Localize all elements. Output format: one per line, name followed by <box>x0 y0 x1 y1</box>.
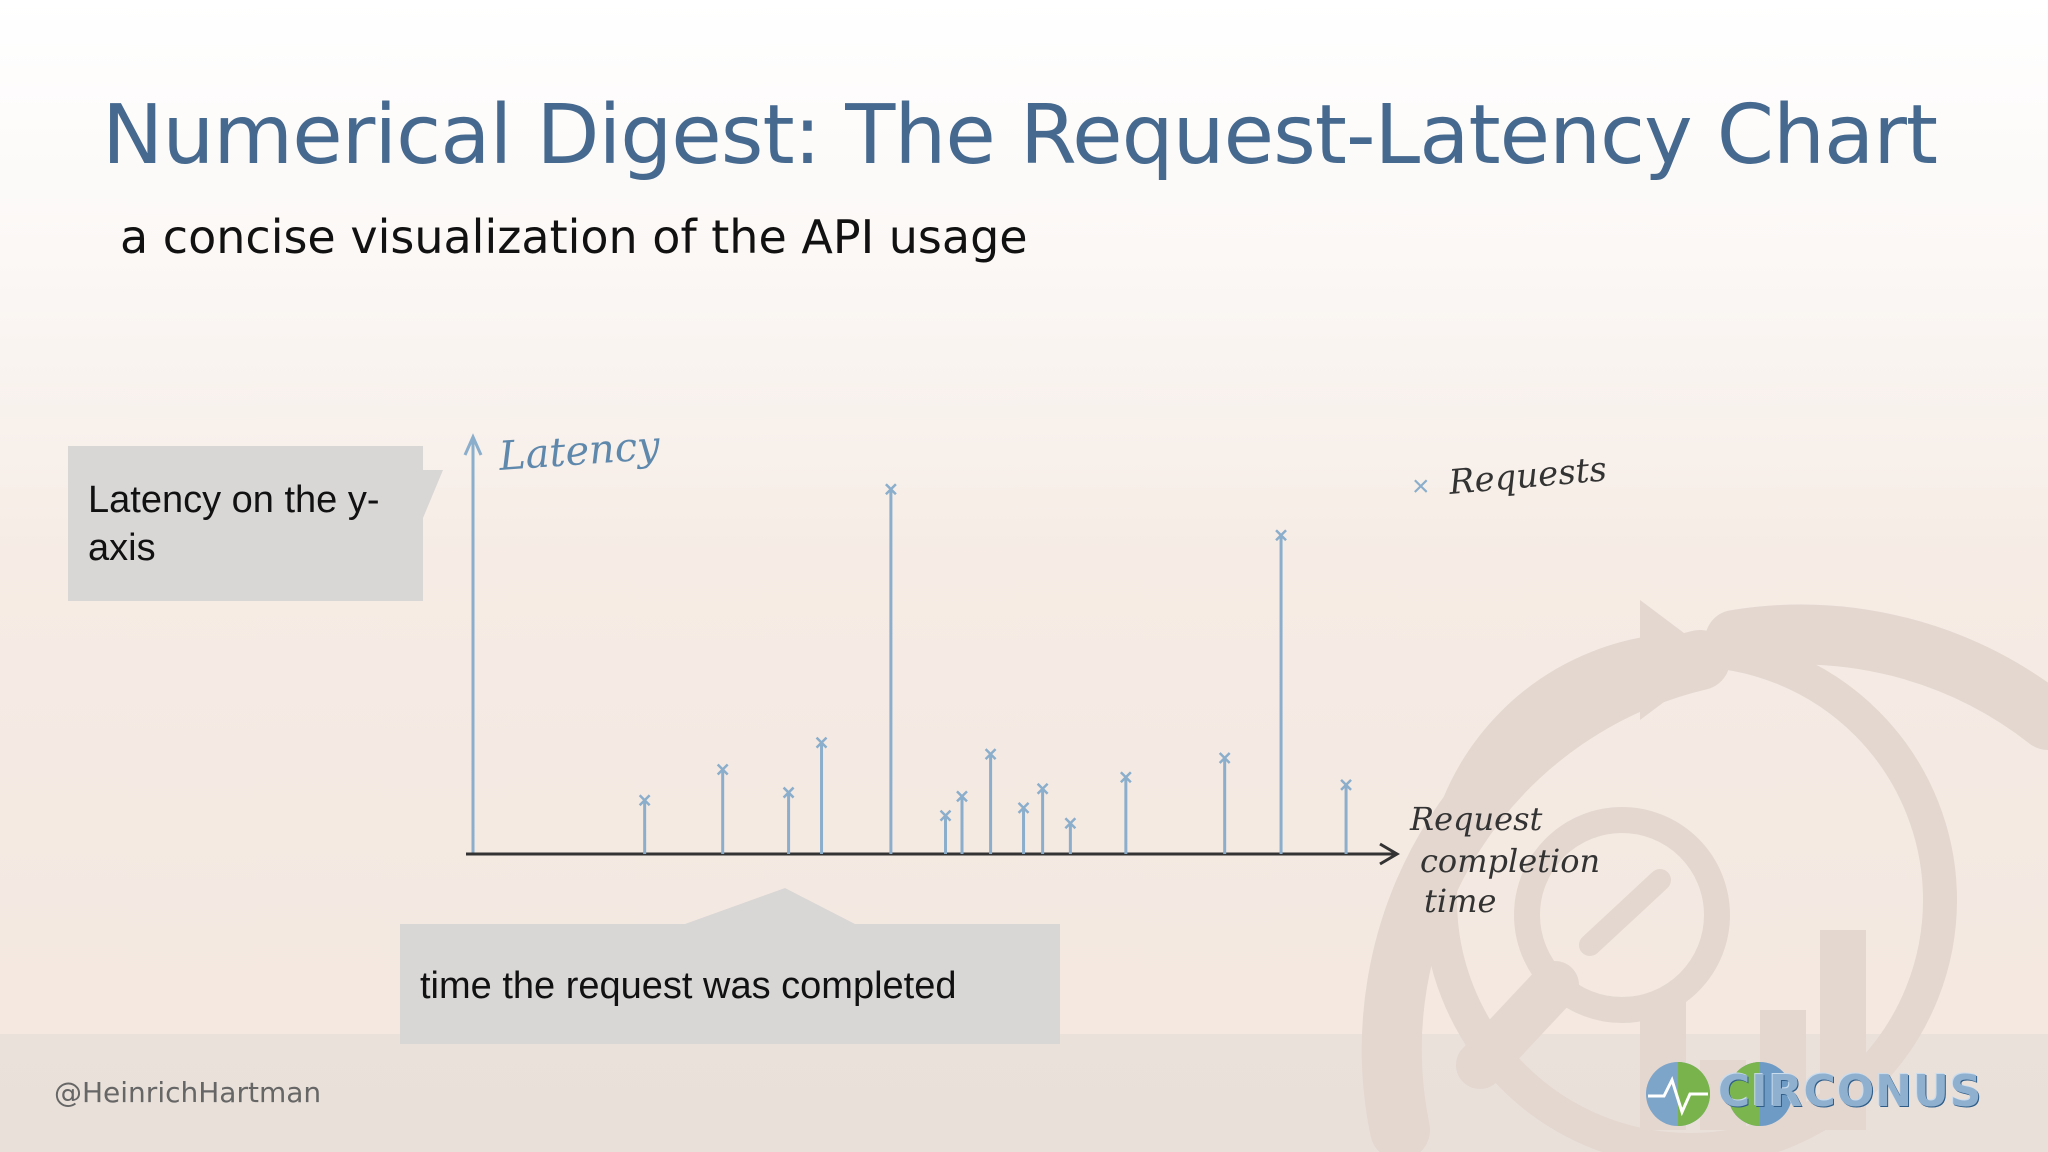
legend-marker-x: × <box>1412 470 1430 503</box>
request-point-10 <box>1036 782 1049 795</box>
request-point-4 <box>815 736 828 749</box>
request-point-9 <box>1017 802 1030 814</box>
y-axis-arrow <box>463 433 483 456</box>
slide-subtitle: a concise visualization of the API usage <box>120 210 1028 264</box>
request-point-13 <box>1218 752 1231 764</box>
request-point-1 <box>638 794 651 807</box>
y-axis-label: Latency <box>496 423 662 480</box>
x-axis-arrow <box>1379 842 1400 866</box>
x-axis-label: Request completion time <box>1409 800 1610 920</box>
request-point-12 <box>1119 771 1132 784</box>
request-point-7 <box>956 790 968 803</box>
callout-latency-y-axis: Latency on the y-axis <box>68 446 443 601</box>
request-point-5 <box>885 483 897 496</box>
request-point-2 <box>716 763 729 776</box>
request-point-15 <box>1340 778 1352 791</box>
callout-completion-time: time the request was completed <box>400 924 1060 1044</box>
request-point-8 <box>984 748 997 761</box>
footer-twitter-handle: @HeinrichHartman <box>54 1076 322 1109</box>
circonus-logo-text: CIRCONUS <box>1718 1066 1983 1117</box>
request-point-3 <box>782 786 795 799</box>
request-point-14 <box>1275 529 1287 542</box>
request-point-6 <box>939 809 952 822</box>
slide-title: Numerical Digest: The Request-Latency Ch… <box>102 88 1938 183</box>
request-point-11 <box>1064 817 1077 830</box>
